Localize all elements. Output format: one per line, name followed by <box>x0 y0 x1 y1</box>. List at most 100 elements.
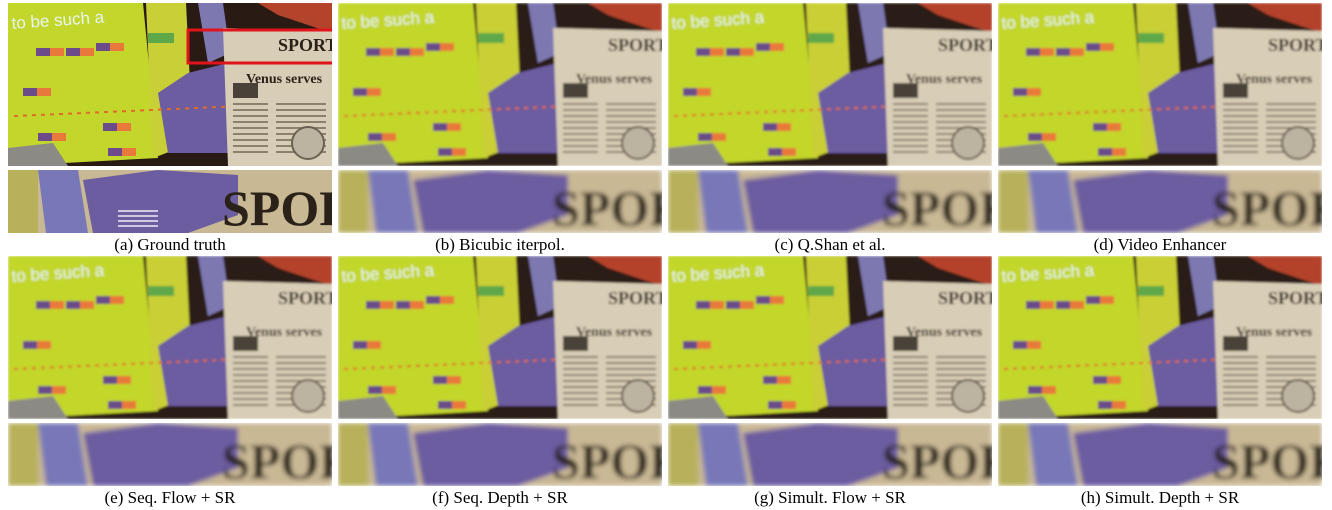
crop-sport-text: SPORT <box>1212 433 1322 486</box>
text-line <box>893 356 928 358</box>
sport-text: SPORT <box>1268 288 1322 308</box>
flyer-dot <box>1076 111 1080 114</box>
flyer-dot <box>881 358 885 361</box>
frame-image: to be such a SPORT Venus serves <box>998 256 1322 419</box>
flyer-block <box>440 43 454 51</box>
crop-svg: SPORT <box>338 170 662 233</box>
purple-strip <box>1188 3 1220 63</box>
crop-purple <box>743 170 898 233</box>
flyer-block <box>1098 148 1112 156</box>
flyer-dot <box>1193 106 1197 109</box>
flyer-block <box>103 376 117 384</box>
flyer-dot <box>845 360 849 363</box>
flyer-dot <box>773 110 777 113</box>
text-line <box>936 115 986 117</box>
flyer-block <box>1056 301 1070 309</box>
flyer-block <box>1070 48 1084 56</box>
headline-text: Venus serves <box>906 72 983 87</box>
paper-logo-block <box>233 336 258 351</box>
flyer-block <box>103 123 117 131</box>
flyer-dot <box>32 367 36 370</box>
flyer-dot <box>1184 360 1188 362</box>
flyer-dot <box>782 363 786 366</box>
flyer-dot <box>836 360 840 363</box>
paper-logo-block <box>1223 336 1248 351</box>
flyer-dot <box>176 107 180 110</box>
flyer-dot <box>131 109 135 112</box>
text-line <box>893 121 928 123</box>
flyer-dot <box>488 361 492 364</box>
text-line <box>276 121 326 123</box>
flyer-dot <box>41 366 45 369</box>
flyer-block <box>1042 386 1056 394</box>
flyer-dot <box>149 362 153 364</box>
text-line <box>233 109 268 111</box>
text-line <box>1266 368 1316 370</box>
text-line <box>893 145 928 147</box>
flyer-dot <box>1103 363 1107 366</box>
flyer-dot <box>683 367 687 370</box>
frame-image: to be such a SPORT Venus serves <box>668 256 992 419</box>
crop-blue <box>698 170 748 233</box>
purple-strip <box>528 3 560 63</box>
crumpled-area <box>998 143 1058 166</box>
flyer-block <box>698 133 712 141</box>
text-line <box>893 362 928 364</box>
flyer-dot <box>1112 363 1116 366</box>
flyer-dot <box>746 364 750 367</box>
flyer-dot <box>434 364 438 366</box>
flyer-dot <box>1031 366 1035 369</box>
post-band <box>808 33 834 43</box>
flyer-dot <box>1094 364 1098 366</box>
flyer-dot <box>1121 109 1125 112</box>
flyer-dot <box>380 366 384 369</box>
flyer-dot <box>14 368 18 370</box>
text-line <box>1266 103 1316 105</box>
flyer-dot <box>1130 109 1134 112</box>
crop-purple <box>83 170 238 233</box>
post-band <box>1138 33 1164 43</box>
cloth-shape <box>1248 3 1322 33</box>
crop-svg: SPORT <box>998 423 1322 486</box>
purple-shape <box>488 316 558 406</box>
flyer-dot <box>68 112 72 115</box>
blurred-crop: SPORT <box>998 170 1322 233</box>
frame-image: to be such a SPORT Venus serves <box>338 256 662 419</box>
post-band <box>808 286 834 296</box>
cloth-shape <box>588 3 662 33</box>
flyer-block <box>1040 301 1054 309</box>
flyer-block <box>1070 301 1084 309</box>
flyer-dot <box>1022 367 1026 370</box>
flyer-dot <box>791 362 795 365</box>
text-line <box>893 404 928 406</box>
text-line <box>233 362 268 364</box>
flyer-dot <box>746 111 750 114</box>
flyer-dot <box>1202 359 1206 362</box>
flyer-block <box>756 296 770 304</box>
flyer-dot <box>95 364 99 367</box>
text-line <box>1223 362 1258 364</box>
flyer-dot <box>533 359 537 362</box>
flyer-dot <box>221 105 225 108</box>
flyer-dot <box>461 109 465 112</box>
flyer-dot <box>407 365 411 368</box>
text-line <box>1266 356 1316 358</box>
flyer-block <box>382 133 396 141</box>
flyer-block <box>80 48 94 56</box>
headline-text: Venus serves <box>906 325 983 340</box>
flyer-block <box>740 301 754 309</box>
flyer-dot <box>719 113 723 115</box>
flyer-block <box>52 133 66 141</box>
flyer-dot <box>1076 364 1080 367</box>
text-line <box>233 133 268 135</box>
blurred-crop: SPORT <box>668 170 992 233</box>
flyer-block <box>782 148 796 156</box>
flyer-dot <box>1148 108 1152 111</box>
flyer-block <box>712 133 726 141</box>
flyer-dot <box>755 364 759 367</box>
post-band <box>148 286 174 296</box>
flyer-block <box>710 48 724 56</box>
